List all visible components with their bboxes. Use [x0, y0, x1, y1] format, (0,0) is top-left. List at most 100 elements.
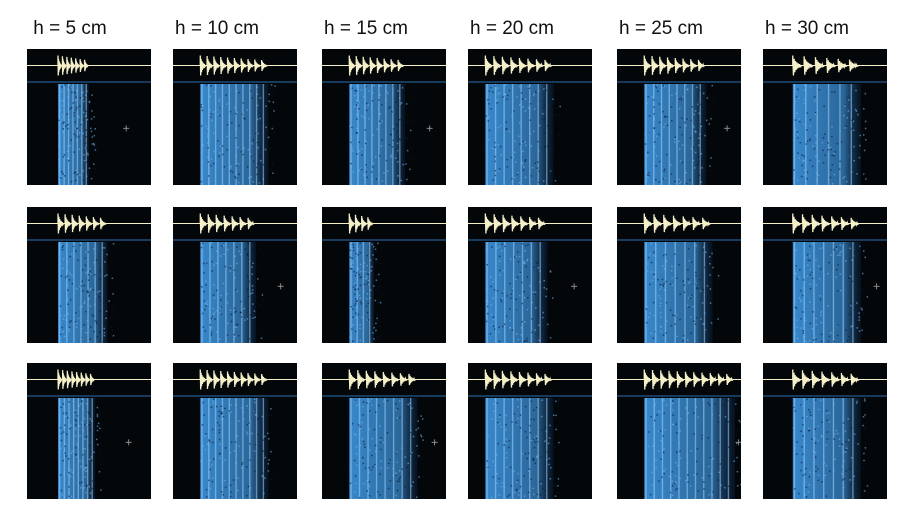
- waveform-burst: [666, 57, 675, 74]
- waveform-burst: [493, 370, 502, 389]
- spectrogram-striation: [73, 242, 75, 343]
- waveform-burst: [684, 371, 693, 388]
- waveform-burst: [240, 372, 248, 387]
- spectrogram-panel: [27, 49, 151, 185]
- spectrogram-striation: [661, 398, 664, 499]
- waveform-burst: [792, 369, 802, 390]
- spectrogram-striation: [803, 242, 805, 343]
- waveform-burst: [348, 369, 357, 390]
- waveform-burst: [226, 371, 234, 388]
- spectrogram-panel: [322, 49, 446, 185]
- spectrogram-striation: [249, 398, 251, 499]
- spectrogram-striation: [201, 242, 203, 343]
- column-label-h20: h = 20 cm: [470, 18, 554, 39]
- spectrogram-striation: [77, 398, 79, 499]
- waveform-burst: [510, 57, 519, 74]
- spectrogram-striation: [255, 398, 258, 499]
- waveform-burst: [811, 370, 821, 389]
- waveform-burst: [527, 58, 536, 73]
- waveform-burst: [348, 55, 356, 76]
- spectrogram-striation: [72, 398, 75, 499]
- spectrogram-striation: [537, 398, 539, 499]
- waveform-burst: [653, 214, 663, 233]
- waveform-burst: [382, 371, 391, 388]
- waveform-burst: [85, 216, 93, 231]
- waveform-burst: [682, 216, 692, 231]
- spectrogram-striation: [241, 242, 243, 343]
- spectrogram-striation: [486, 398, 488, 499]
- spectrogram-striation: [711, 398, 713, 499]
- spectrogram-panel: [322, 363, 446, 499]
- spectrogram-striation: [81, 84, 83, 185]
- waveform-burst: [226, 57, 234, 74]
- waveform-burst: [520, 216, 529, 231]
- spectrogram-striation: [214, 398, 217, 499]
- waveform-burst: [66, 56, 71, 75]
- waveform-burst: [668, 370, 677, 389]
- spectrogram-striation: [645, 242, 647, 343]
- spectrogram-striation: [80, 242, 82, 343]
- spectrogram-striation: [85, 84, 87, 185]
- spectrogram-striation: [813, 398, 815, 499]
- spectrogram-panel: [617, 49, 741, 185]
- waveform-burst: [207, 214, 216, 233]
- spectrogram-panel: [763, 207, 887, 343]
- spectrogram-striation: [86, 398, 89, 499]
- waveform-burst: [383, 58, 391, 73]
- waveform-burst: [702, 217, 711, 230]
- spectrogram-striation: [378, 84, 380, 185]
- spectrogram-striation: [512, 242, 515, 343]
- waveform-burst: [544, 373, 553, 386]
- spectrogram-striation: [521, 242, 524, 343]
- spectrogram-panel: [468, 363, 592, 499]
- spectrogram-striation: [664, 242, 667, 343]
- spectrogram-striation: [674, 242, 676, 343]
- spectrogram-striation: [653, 398, 655, 499]
- waveform-burst: [355, 56, 363, 75]
- waveform-burst: [643, 369, 652, 390]
- spectrogram-block: [485, 398, 554, 499]
- spectrogram-panel: [27, 363, 151, 499]
- spectrogram-striation: [371, 84, 373, 185]
- waveform-burst: [692, 217, 702, 230]
- waveform-burst: [80, 372, 86, 387]
- waveform-burst: [501, 56, 510, 75]
- waveform-burst: [66, 370, 72, 389]
- waveform-burst: [544, 59, 553, 72]
- waveform-burst: [213, 56, 220, 75]
- spectrogram-striation: [357, 84, 359, 185]
- spectrogram-block: [349, 242, 375, 343]
- spectrogram-striation: [367, 398, 369, 499]
- spectrogram-striation: [101, 242, 103, 343]
- waveform-burst: [690, 59, 698, 72]
- waveform-burst: [367, 217, 374, 230]
- waveform-burst: [223, 215, 232, 232]
- spectrogram-striation: [660, 84, 663, 185]
- spectrogram-striation: [208, 84, 210, 185]
- spectrogram-striation: [249, 84, 251, 185]
- waveform-burst: [233, 57, 241, 74]
- column-label-h10: h = 10 cm: [175, 18, 259, 39]
- waveform-burst: [220, 370, 227, 389]
- column-label-h15: h = 15 cm: [324, 18, 408, 39]
- waveform-burst: [231, 216, 239, 231]
- spectrogram-striation: [852, 242, 854, 343]
- spectrogram-striation: [368, 242, 371, 343]
- spectrogram-striation: [399, 84, 401, 185]
- waveform-burst: [801, 214, 811, 233]
- waveform-burst: [676, 371, 685, 388]
- waveform-burst: [361, 215, 368, 232]
- waveform-burst: [247, 58, 254, 73]
- spectrogram-striation: [703, 242, 706, 343]
- waveform-burst: [501, 370, 510, 389]
- waveform-burst: [697, 59, 706, 72]
- spectrogram-striation: [827, 84, 830, 185]
- spectrogram-striation: [520, 84, 522, 185]
- spectrogram-striation: [486, 242, 488, 343]
- spectrogram-striation: [842, 398, 844, 499]
- waveform-burst: [391, 372, 400, 387]
- spectrogram-striation: [201, 398, 203, 499]
- spectrogram-striation: [209, 242, 211, 343]
- spectrogram-striation: [727, 398, 730, 499]
